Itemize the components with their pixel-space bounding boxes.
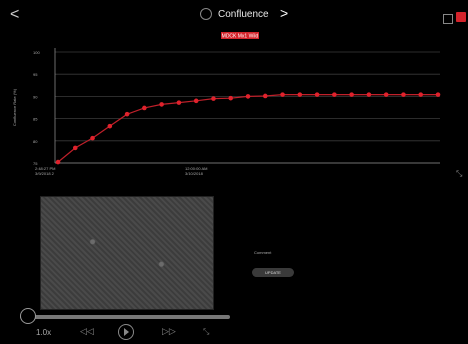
data-point	[193, 98, 199, 104]
data-point	[349, 92, 354, 97]
update-button[interactable]: UPDATE	[252, 268, 294, 277]
data-point	[107, 123, 113, 129]
comment-label: Comment	[254, 250, 272, 255]
y-tick-label: 100	[33, 50, 40, 55]
speed-button[interactable]: 1.0x	[36, 328, 52, 337]
data-point	[159, 102, 164, 107]
video-frame[interactable]	[40, 196, 214, 310]
chart-svg: MDCK Mx1 Wild 100 95 90 85 80 75 Confluence Rat…	[12, 32, 441, 176]
page-title: Confluence	[218, 8, 269, 20]
data-point	[90, 135, 95, 141]
scrubber-handle[interactable]	[20, 308, 36, 324]
data-point	[401, 92, 406, 97]
chart-title-badge	[221, 32, 259, 39]
data-point	[366, 92, 372, 97]
data-point	[297, 92, 303, 97]
data-point	[124, 111, 130, 117]
chart-title: MDCK Mx1 Wild	[222, 34, 259, 40]
record-icon[interactable]	[456, 12, 466, 22]
timeline-scrubber[interactable]	[20, 315, 230, 319]
next-button[interactable]: >	[280, 5, 289, 21]
fullscreen-icon[interactable]: ⤡	[203, 327, 210, 336]
data-point	[211, 96, 216, 101]
y-tick-label: 90	[33, 94, 38, 99]
y-tick-label: 80	[33, 139, 38, 144]
data-point	[55, 159, 61, 165]
data-point	[435, 92, 441, 97]
data-point	[280, 92, 285, 97]
data-point	[262, 93, 268, 99]
x-tick-label-date: 3/10/2018	[185, 171, 204, 176]
data-point	[245, 94, 251, 99]
confluence-chart: MDCK Mx1 Wild 100 95 90 85 80 75 Confluence Rat…	[0, 30, 468, 190]
y-tick-label: 85	[33, 117, 38, 122]
data-point	[314, 92, 320, 97]
data-point	[228, 95, 234, 101]
data-point	[72, 145, 78, 151]
play-button[interactable]	[118, 324, 134, 340]
gear-icon[interactable]	[200, 8, 212, 20]
y-tick-label: 95	[33, 72, 38, 77]
window-icon[interactable]	[443, 14, 453, 24]
x-tick-label: 2:48:27 PM	[35, 166, 55, 171]
x-tick-label: 12:00:00 AM	[185, 166, 207, 171]
back-button[interactable]: <	[10, 6, 20, 23]
data-point	[142, 105, 147, 111]
player-controls: 1.0x ◁◁ ▷▷ ⤡	[20, 324, 230, 340]
series-line	[57, 93, 438, 163]
data-point	[383, 92, 389, 97]
expand-chart-icon[interactable]: ⤡	[456, 169, 463, 178]
title-group: Confluence	[200, 8, 269, 20]
rewind-button[interactable]: ◁◁	[80, 326, 94, 336]
data-point	[418, 92, 424, 97]
x-tick-label-date: 3/9/2018 2	[35, 171, 55, 176]
data-point	[332, 92, 337, 97]
top-bar: < Confluence >	[0, 0, 468, 32]
forward-button[interactable]: ▷▷	[162, 326, 176, 336]
y-tick-label: 75	[33, 161, 38, 166]
data-point	[176, 100, 182, 105]
y-axis-label: Confluence Rate (%)	[12, 88, 17, 126]
